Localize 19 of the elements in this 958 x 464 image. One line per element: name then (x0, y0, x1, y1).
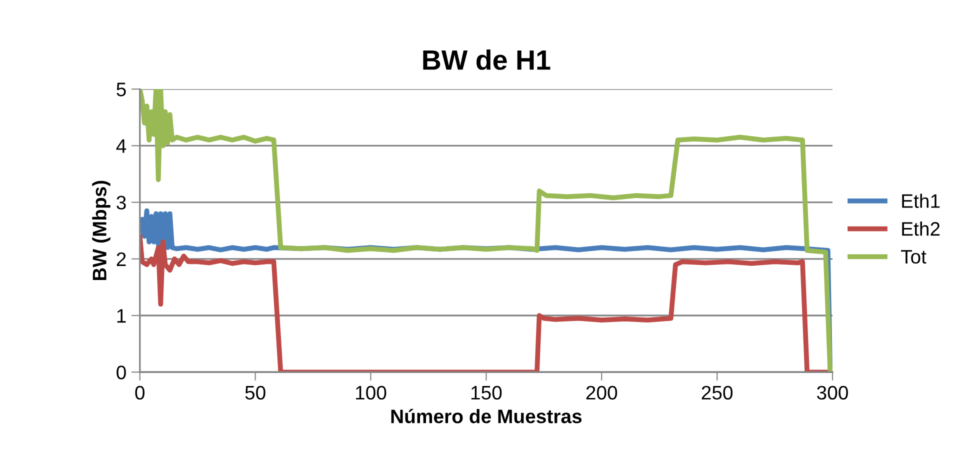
x-tick-label: 100 (356, 386, 386, 400)
y-tick-label: 1 (117, 309, 126, 323)
x-tick-label: 250 (702, 386, 733, 400)
y-axis-title: BW (Mbps) (92, 180, 110, 280)
x-tick-label: 300 (817, 386, 848, 400)
y-tick-label: 3 (116, 196, 126, 210)
x-tick-label: 200 (586, 386, 618, 400)
x-tick-label: 50 (245, 386, 266, 400)
x-tick-label: 150 (471, 386, 502, 400)
legend-label: Tot (900, 250, 926, 264)
legend-label: Eth1 (902, 194, 940, 208)
chart-title: BW de H1 (423, 50, 550, 70)
legend-label: Eth2 (902, 222, 940, 236)
x-tick-label: 0 (135, 386, 145, 400)
y-tick-label: 0 (116, 366, 126, 380)
x-axis-title: Número de Muestras (391, 408, 582, 424)
y-tick-label: 2 (116, 252, 126, 266)
y-tick-label: 5 (116, 82, 126, 96)
y-tick-label: 4 (116, 139, 126, 153)
